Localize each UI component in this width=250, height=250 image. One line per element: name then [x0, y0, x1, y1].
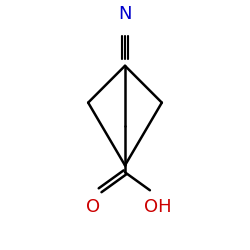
Text: O: O	[86, 198, 100, 216]
Text: N: N	[118, 5, 132, 23]
Text: OH: OH	[144, 198, 172, 216]
